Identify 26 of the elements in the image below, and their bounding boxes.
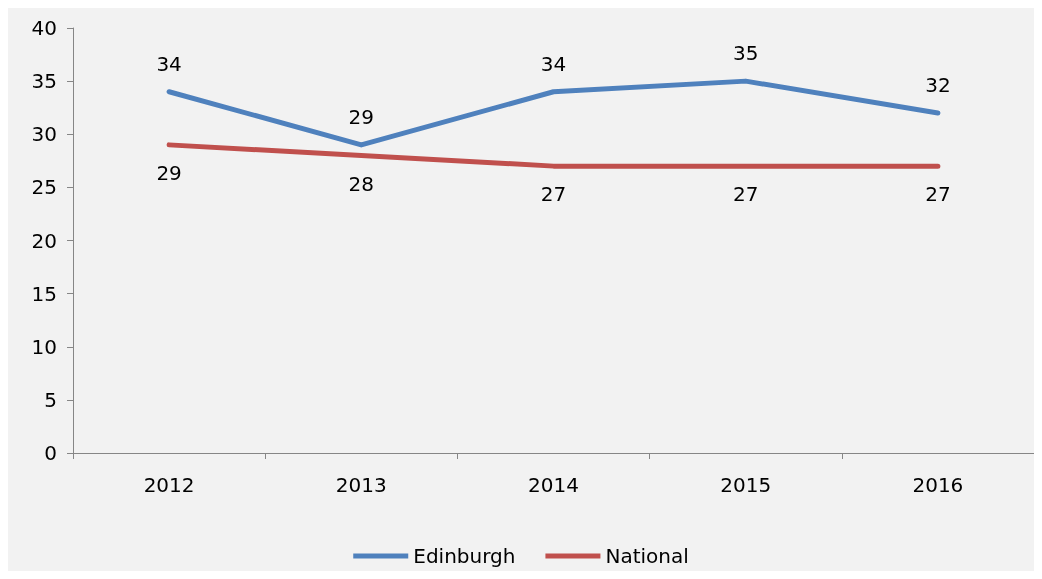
- y-tick-label: 10: [31, 334, 57, 359]
- data-label: 34: [156, 51, 182, 76]
- legend-label: National: [605, 544, 689, 568]
- y-tick-label: 20: [31, 228, 57, 253]
- y-tick-label: 30: [31, 122, 57, 147]
- x-tick-label: 2012: [143, 473, 195, 497]
- x-tick-label: 2016: [912, 473, 964, 497]
- data-label: 29: [156, 160, 182, 185]
- y-tick-label: 15: [31, 281, 57, 306]
- data-label: 34: [540, 51, 567, 76]
- data-label: 27: [925, 182, 951, 207]
- x-tick-label: 2015: [720, 473, 772, 497]
- data-label: 27: [540, 182, 567, 207]
- data-label: 28: [348, 171, 375, 196]
- x-tick-label: 2013: [335, 473, 387, 497]
- x-tick-label: 2014: [528, 473, 579, 497]
- y-tick-label: 0: [44, 441, 57, 465]
- data-label: 27: [732, 182, 759, 207]
- data-label: 35: [732, 41, 759, 66]
- y-tick-label: 35: [31, 69, 57, 94]
- legend-label: Edinburgh: [413, 544, 516, 568]
- y-tick-label: 40: [31, 16, 57, 40]
- y-tick-label: 5: [44, 387, 57, 412]
- data-label: 32: [925, 73, 951, 97]
- y-tick-label: 25: [31, 175, 57, 200]
- data-label: 29: [348, 104, 375, 129]
